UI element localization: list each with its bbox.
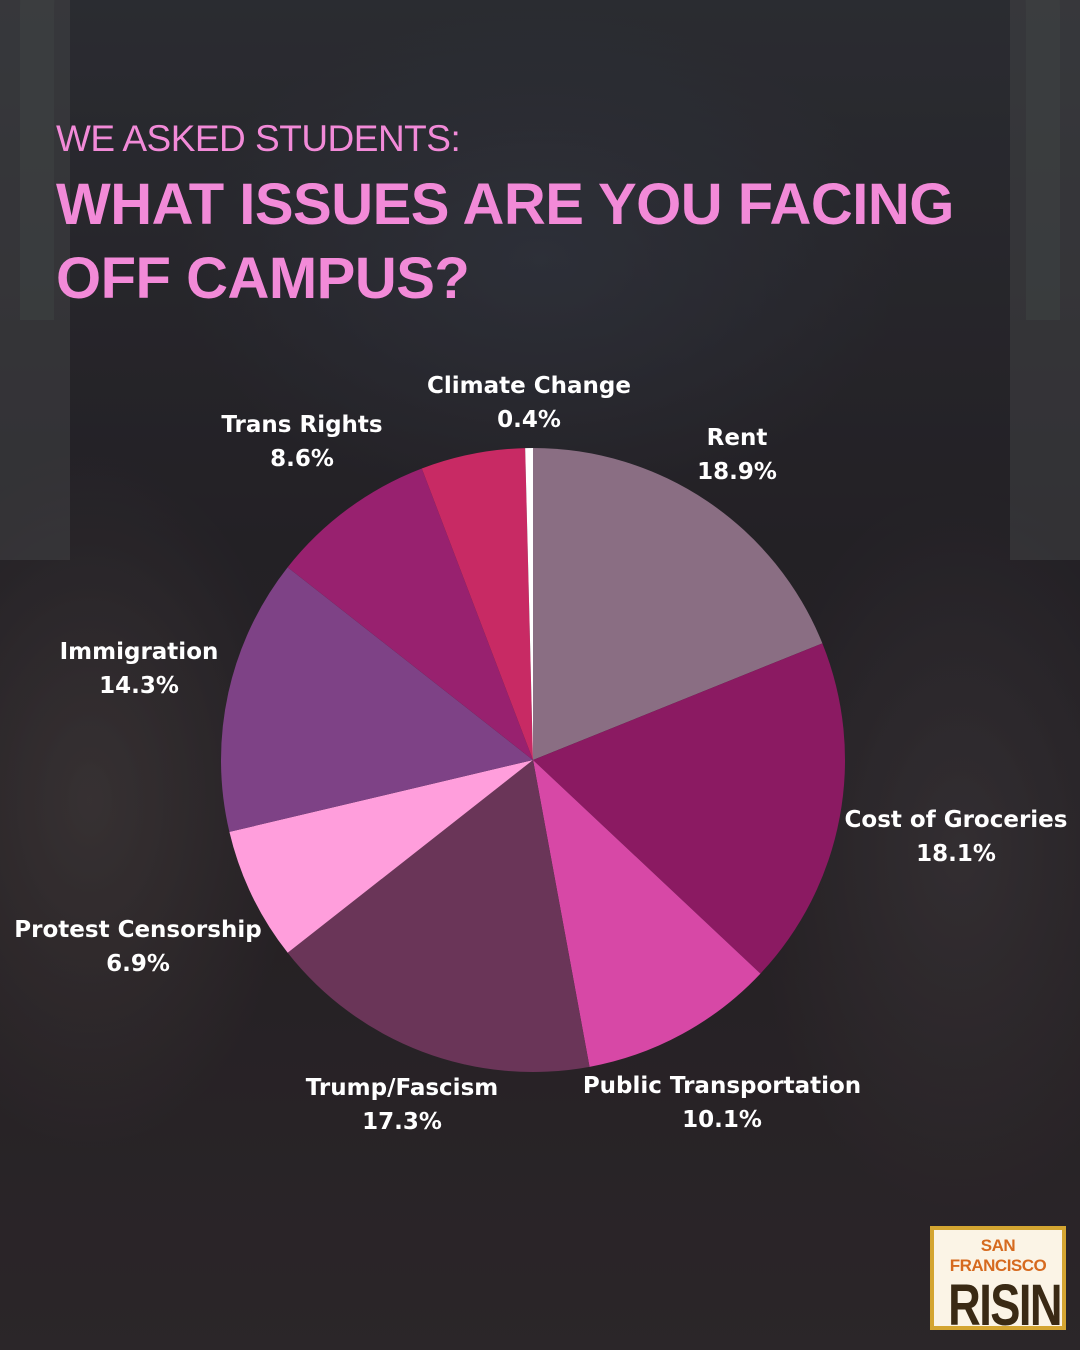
page-title: WHAT ISSUES ARE YOU FACING OFF CAMPUS?: [56, 172, 954, 311]
slice-value-public-transportation: 10.1%: [682, 1107, 762, 1133]
slice-label-trump-fascism: Trump/Fascism: [306, 1075, 498, 1101]
slice-value-cost-of-groceries: 18.1%: [916, 841, 996, 867]
headline: WE ASKED STUDENTS: WHAT ISSUES ARE YOU F…: [56, 118, 1036, 316]
slice-value-trump-fascism: 17.3%: [362, 1109, 442, 1135]
slice-label-climate-change: Climate Change: [427, 373, 631, 399]
slice-value-immigration: 14.3%: [99, 673, 179, 699]
gate-pillar-left: [0, 0, 70, 560]
kicker: WE ASKED STUDENTS:: [56, 118, 461, 159]
slice-value-trans-rights: 8.6%: [270, 446, 334, 472]
pie-slice-protest-censorship: [229, 760, 534, 953]
gate-pillar-right: [1010, 0, 1080, 560]
pie-slice-trump-fascism: [287, 760, 590, 1072]
slice-value-protest-censorship: 6.9%: [106, 951, 170, 977]
logo-top-text: SAN FRANCISCO: [949, 1236, 1047, 1275]
logo-main-text: RISING: [948, 1273, 1062, 1330]
slice-label-immigration: Immigration: [60, 639, 219, 665]
slice-label-trans-rights: Trans Rights: [221, 412, 382, 438]
slice-label-public-transportation: Public Transportation: [583, 1073, 861, 1099]
slice-label-rent: Rent: [707, 425, 768, 451]
pie-slice-trans-rights: [287, 468, 533, 760]
pie-slice-immigration: [220, 567, 533, 832]
pie-slice-climate-change: [525, 448, 533, 760]
pie-slice-cost-of-groceries: [533, 643, 846, 974]
slice-label-protest-censorship: Protest Censorship: [14, 917, 261, 943]
pie-slice-rent: [533, 448, 823, 760]
pie-slice-unlabeled: [421, 448, 533, 760]
brand-logo: SAN FRANCISCO RISING: [930, 1226, 1066, 1330]
slice-label-cost-of-groceries: Cost of Groceries: [845, 807, 1068, 833]
slice-value-rent: 18.9%: [697, 459, 777, 485]
pie-slice-public-transportation: [533, 760, 761, 1067]
slice-value-climate-change: 0.4%: [497, 407, 561, 433]
